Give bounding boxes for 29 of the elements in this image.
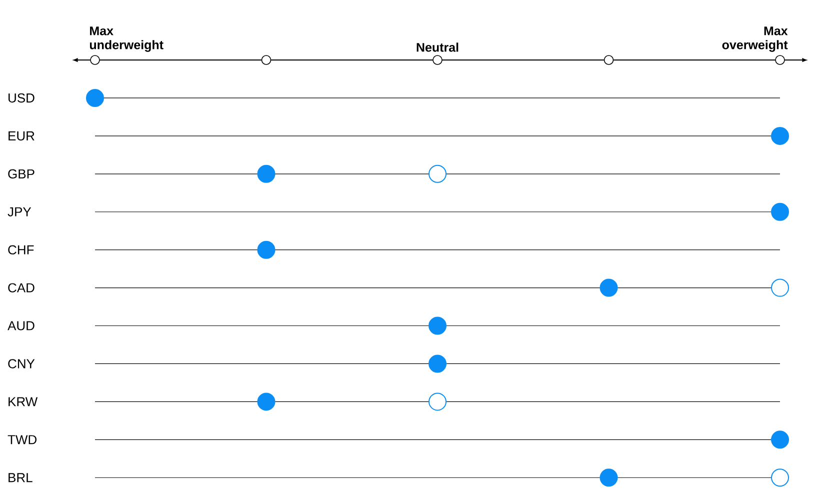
point bbox=[428, 316, 447, 335]
y-tick-label: GBP bbox=[8, 169, 34, 178]
point bbox=[771, 202, 790, 221]
point bbox=[771, 468, 790, 487]
y-tick-label: CHF bbox=[8, 245, 34, 254]
point bbox=[771, 278, 790, 297]
point bbox=[428, 392, 447, 411]
point bbox=[771, 430, 790, 449]
point bbox=[428, 164, 447, 183]
y-tick-label: EUR bbox=[8, 131, 34, 140]
point bbox=[86, 88, 104, 107]
point bbox=[257, 240, 276, 259]
point bbox=[600, 468, 618, 487]
point bbox=[257, 164, 276, 183]
y-tick-label: TWD bbox=[8, 435, 37, 444]
y-tick-label: BRL bbox=[8, 473, 32, 482]
y-tick-label: CAD bbox=[8, 283, 34, 292]
point bbox=[428, 354, 447, 373]
y-tick-label: USD bbox=[8, 93, 34, 103]
text: Max overweight bbox=[722, 26, 788, 52]
point bbox=[771, 126, 790, 145]
y-tick-label: CNY bbox=[8, 359, 35, 368]
text: Max underweight bbox=[90, 26, 164, 52]
y-tick-label: JPY bbox=[8, 207, 32, 216]
y-tick-label: AUD bbox=[8, 321, 34, 330]
y-tick-label: KRW bbox=[8, 397, 38, 406]
point bbox=[257, 392, 276, 411]
point bbox=[600, 278, 618, 297]
text: Neutral bbox=[416, 42, 458, 52]
